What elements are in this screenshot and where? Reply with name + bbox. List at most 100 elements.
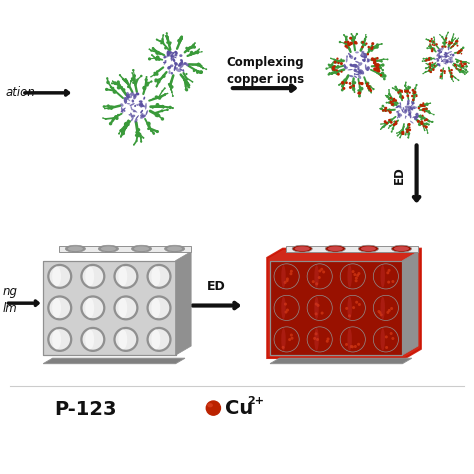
Circle shape: [133, 144, 135, 146]
Ellipse shape: [412, 116, 414, 118]
Circle shape: [396, 123, 397, 124]
Ellipse shape: [440, 47, 444, 50]
Circle shape: [82, 329, 103, 350]
Circle shape: [394, 99, 397, 102]
Circle shape: [455, 77, 456, 79]
Circle shape: [152, 48, 155, 50]
Circle shape: [440, 75, 442, 77]
Ellipse shape: [140, 105, 143, 108]
Ellipse shape: [171, 72, 173, 74]
Ellipse shape: [438, 55, 441, 58]
Ellipse shape: [131, 117, 134, 121]
Ellipse shape: [140, 114, 143, 117]
Circle shape: [307, 327, 332, 352]
Ellipse shape: [349, 56, 351, 58]
Circle shape: [395, 89, 398, 91]
Circle shape: [445, 37, 447, 39]
Circle shape: [82, 266, 103, 287]
Circle shape: [375, 46, 379, 49]
Ellipse shape: [179, 62, 181, 67]
Circle shape: [166, 32, 168, 34]
Ellipse shape: [358, 75, 361, 79]
Circle shape: [122, 78, 124, 80]
Circle shape: [338, 84, 340, 86]
Ellipse shape: [356, 71, 359, 73]
Circle shape: [187, 50, 190, 52]
Circle shape: [198, 50, 200, 52]
Circle shape: [430, 57, 432, 59]
Circle shape: [170, 86, 171, 88]
Circle shape: [429, 66, 431, 68]
Circle shape: [334, 69, 337, 73]
Circle shape: [341, 81, 345, 84]
Ellipse shape: [128, 96, 132, 98]
Circle shape: [431, 121, 433, 123]
Ellipse shape: [281, 265, 286, 288]
Circle shape: [148, 57, 151, 61]
Circle shape: [406, 90, 409, 93]
Circle shape: [432, 121, 434, 123]
Circle shape: [428, 57, 430, 59]
Circle shape: [448, 42, 450, 45]
Circle shape: [383, 58, 384, 60]
Circle shape: [450, 72, 453, 74]
Circle shape: [117, 114, 119, 116]
Circle shape: [290, 270, 293, 273]
Circle shape: [397, 91, 400, 94]
Circle shape: [415, 95, 418, 97]
Circle shape: [196, 71, 199, 74]
Circle shape: [431, 44, 433, 46]
Circle shape: [456, 52, 459, 54]
Circle shape: [170, 85, 173, 89]
Circle shape: [330, 72, 334, 75]
Circle shape: [342, 87, 346, 90]
Circle shape: [332, 70, 334, 72]
Circle shape: [80, 264, 105, 289]
Circle shape: [328, 73, 330, 76]
Ellipse shape: [141, 103, 143, 105]
Circle shape: [401, 91, 403, 93]
Circle shape: [322, 271, 325, 273]
Circle shape: [336, 57, 338, 60]
Circle shape: [455, 37, 456, 39]
Ellipse shape: [438, 55, 440, 59]
Circle shape: [337, 61, 340, 64]
Circle shape: [185, 82, 189, 84]
Circle shape: [365, 36, 367, 37]
Ellipse shape: [355, 61, 360, 64]
Circle shape: [377, 64, 381, 68]
Ellipse shape: [281, 328, 286, 351]
Circle shape: [377, 310, 381, 313]
Circle shape: [315, 312, 318, 315]
Circle shape: [431, 50, 433, 52]
Circle shape: [405, 91, 407, 93]
Circle shape: [332, 68, 335, 71]
Circle shape: [433, 36, 435, 38]
Circle shape: [461, 48, 463, 50]
Circle shape: [355, 277, 358, 280]
Circle shape: [411, 95, 413, 97]
Circle shape: [375, 64, 377, 66]
Circle shape: [334, 61, 337, 64]
Ellipse shape: [355, 65, 358, 68]
Circle shape: [161, 117, 164, 121]
Ellipse shape: [174, 65, 176, 71]
Circle shape: [464, 74, 465, 75]
Ellipse shape: [134, 246, 149, 251]
Ellipse shape: [173, 58, 175, 62]
Circle shape: [122, 88, 126, 91]
Circle shape: [428, 66, 430, 68]
Circle shape: [150, 129, 153, 132]
Circle shape: [429, 45, 432, 47]
Circle shape: [164, 87, 166, 89]
Circle shape: [162, 38, 164, 40]
Circle shape: [428, 46, 429, 47]
Circle shape: [346, 41, 349, 44]
Circle shape: [274, 327, 299, 352]
Circle shape: [381, 43, 383, 45]
Ellipse shape: [438, 64, 441, 65]
Ellipse shape: [164, 61, 166, 65]
Circle shape: [458, 52, 460, 54]
Circle shape: [139, 133, 140, 135]
Circle shape: [428, 64, 429, 65]
